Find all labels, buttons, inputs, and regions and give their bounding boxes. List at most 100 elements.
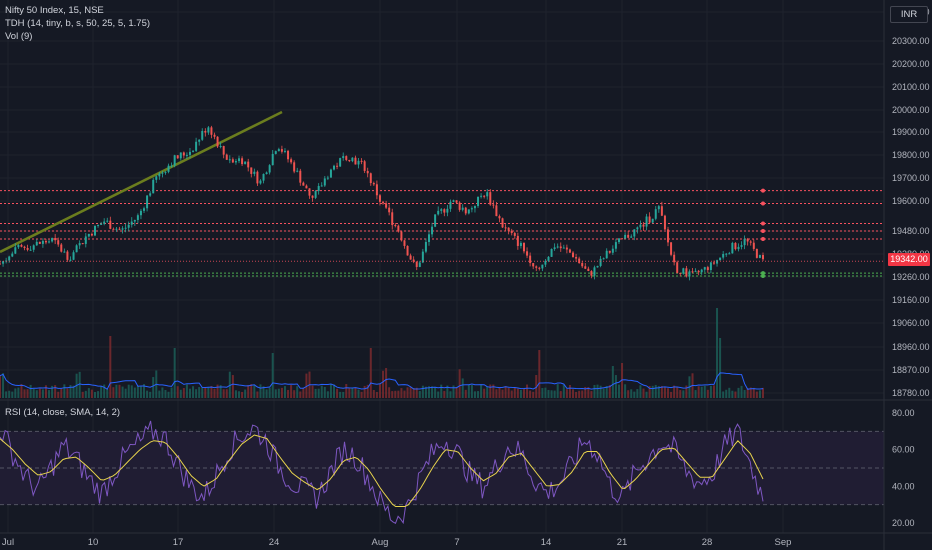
- volume-bar: [473, 391, 476, 398]
- volume-bar: [743, 390, 746, 398]
- volume-bar: [5, 391, 8, 398]
- candle-body: [188, 151, 191, 155]
- volume-bar: [403, 390, 406, 398]
- candle-body: [241, 158, 244, 165]
- volume-bar: [57, 391, 60, 398]
- candle-body: [654, 209, 657, 219]
- volume-bar: [357, 389, 360, 398]
- volume-bar: [464, 389, 467, 398]
- volume-bar: [752, 387, 755, 398]
- volume-bar: [522, 388, 525, 398]
- rsi-indicator-legend[interactable]: RSI (14, close, SMA, 14, 2): [5, 407, 121, 418]
- time-tick-label: 24: [269, 537, 280, 548]
- candle-body: [391, 212, 394, 226]
- candle-body: [489, 192, 492, 205]
- candle-body: [265, 172, 268, 175]
- candle-body: [691, 271, 694, 273]
- volume-bar: [685, 385, 688, 398]
- candle-body: [449, 201, 452, 209]
- volume-bar: [302, 388, 305, 398]
- candle-body: [599, 258, 602, 266]
- candle-body: [299, 170, 302, 183]
- candle-body: [621, 238, 624, 240]
- volume-bar: [406, 387, 409, 398]
- candle-body: [624, 234, 627, 239]
- volume-bar: [38, 388, 41, 398]
- price-tick-label: 19480.00: [892, 226, 930, 236]
- candle-body: [336, 165, 339, 167]
- candle-body: [293, 162, 296, 172]
- volume-bar: [109, 336, 112, 398]
- candle-body: [397, 225, 400, 232]
- candle-body: [250, 167, 253, 174]
- candle-body: [716, 260, 719, 264]
- volume-bar: [437, 391, 440, 398]
- candle-body: [663, 215, 666, 230]
- price-tick-label: 18780.00: [892, 388, 930, 398]
- horizontal-levels: [0, 190, 884, 277]
- volume-bar: [667, 388, 670, 398]
- candle-body: [427, 234, 430, 242]
- symbol-legend[interactable]: Nifty 50 Index, 15, NSE: [5, 5, 104, 16]
- volume-bar: [179, 389, 182, 398]
- volume-bar: [590, 391, 593, 398]
- tdh-indicator-legend[interactable]: TDH (14, tiny, b, s, 50, 25, 5, 1.75): [5, 18, 151, 29]
- candle-body: [437, 210, 440, 215]
- volume-bar: [201, 387, 204, 398]
- candle-body: [256, 171, 259, 184]
- candle-body: [590, 271, 593, 276]
- volume-bar: [11, 391, 14, 398]
- candle-body: [728, 253, 731, 255]
- volume-bar: [238, 391, 241, 398]
- candle-body: [630, 236, 633, 238]
- time-tick-label: 21: [617, 537, 628, 548]
- candle-body: [176, 155, 179, 159]
- candle-body: [247, 161, 250, 168]
- candle-body: [143, 208, 146, 211]
- candle-body: [29, 249, 32, 251]
- candle-body: [259, 180, 262, 184]
- candle-body: [262, 174, 265, 181]
- volume-bar: [617, 384, 620, 398]
- currency-button[interactable]: INR: [890, 6, 928, 23]
- price-tick-label: 19060.00: [892, 318, 930, 328]
- volume-bar: [670, 391, 673, 398]
- candle-body: [277, 149, 280, 152]
- candle-body: [722, 253, 725, 258]
- candle-body: [81, 243, 84, 245]
- level-marker: [761, 229, 765, 233]
- candle-body: [87, 233, 90, 237]
- volume-bar: [593, 384, 596, 398]
- volume-bar: [758, 390, 761, 398]
- candle-body: [271, 153, 274, 166]
- candle-body: [238, 158, 241, 162]
- candle-body: [507, 227, 510, 231]
- volume-bar: [712, 385, 715, 398]
- volume-bar: [103, 384, 106, 398]
- volume-bar: [143, 384, 146, 398]
- volume-bar: [507, 387, 510, 398]
- volume-bar: [431, 386, 434, 398]
- candle-body: [706, 267, 709, 271]
- candle-body: [382, 201, 385, 204]
- price-axis: 20400.0020300.0020200.0020100.0020000.00…: [892, 7, 930, 398]
- volume-bar: [348, 387, 351, 398]
- candle-body: [204, 131, 207, 133]
- candle-body: [501, 218, 504, 228]
- volume-bar: [734, 391, 737, 398]
- candle-body: [734, 242, 737, 250]
- candle-body: [421, 251, 424, 263]
- volume-bar: [483, 388, 486, 398]
- volume-bar: [72, 385, 75, 398]
- candle-body: [219, 146, 222, 148]
- volume-bar: [385, 368, 388, 398]
- volume-bar: [461, 378, 464, 398]
- candle-body: [602, 258, 605, 260]
- candle-body: [538, 267, 541, 269]
- volume-indicator-legend[interactable]: Vol (9): [5, 31, 33, 42]
- candle-body: [32, 245, 35, 250]
- candle-body: [320, 185, 323, 187]
- volume-bar: [421, 385, 424, 398]
- time-tick-label: Aug: [372, 537, 389, 548]
